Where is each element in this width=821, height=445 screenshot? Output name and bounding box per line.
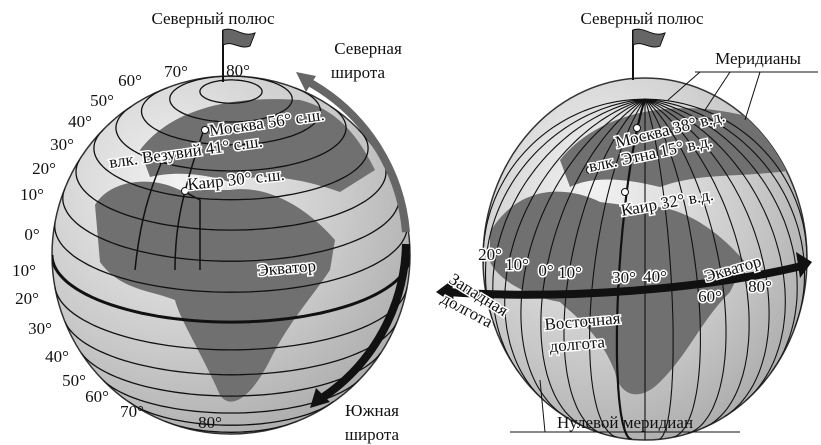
place-dots xyxy=(158,126,209,195)
grid-curve xyxy=(644,98,798,373)
grid-curve xyxy=(520,98,646,417)
grid-curve xyxy=(644,99,674,440)
lat-label: 50° xyxy=(90,91,114,110)
lon-label: 10° xyxy=(505,255,529,274)
grid-curve xyxy=(644,98,806,328)
lat-label: 40° xyxy=(68,112,92,131)
longitude-labels: 20° 10° 0° 10° 30° 40° 60° 80° xyxy=(477,244,774,308)
grid-curve xyxy=(169,76,293,123)
place-dots xyxy=(586,124,641,196)
north-arc xyxy=(303,76,410,233)
grid-curve xyxy=(644,98,727,435)
flag xyxy=(222,28,256,48)
grid-curve xyxy=(644,98,701,438)
meridian-lines xyxy=(483,98,807,440)
label: широта xyxy=(345,425,400,444)
title: Северный полюс xyxy=(580,9,703,28)
lat-label: 80° xyxy=(226,61,250,80)
lon-label: 30° xyxy=(612,268,636,287)
arrowhead xyxy=(296,72,316,92)
lon-label: 60° xyxy=(698,287,722,306)
lat-label: 20° xyxy=(15,289,39,308)
grid-curve xyxy=(644,98,786,402)
arrowhead xyxy=(310,388,330,408)
lon-label: 0° xyxy=(538,261,553,280)
grid-curve xyxy=(504,98,646,402)
grid-curve xyxy=(54,222,408,293)
arrowhead xyxy=(796,252,812,278)
grid-curve xyxy=(54,287,408,351)
label: Северная xyxy=(334,39,402,58)
lon-label: 10° xyxy=(558,263,582,282)
lat-label: 50° xyxy=(62,371,86,390)
grid-curve xyxy=(644,98,770,417)
south-arc xyxy=(319,243,410,402)
equator-band xyxy=(447,262,803,299)
lat-label: 20° xyxy=(32,159,56,178)
lat-label: 30° xyxy=(50,135,74,154)
label: широта xyxy=(331,63,386,82)
grid-curve xyxy=(62,188,400,262)
latitude-labels: 0° 10° 20° 30° 40° 50° 60° 70° 80° 10° 2… xyxy=(12,61,250,432)
lat-label: 30° xyxy=(28,319,52,338)
grid-curve xyxy=(483,98,646,265)
grid-curve xyxy=(484,98,646,328)
grid-curve xyxy=(199,79,263,104)
grid-curve xyxy=(75,159,387,231)
grid-curve xyxy=(615,98,647,440)
lat-label: 60° xyxy=(85,387,109,406)
lat-label: 10° xyxy=(20,185,44,204)
lat-label: 70° xyxy=(120,402,144,421)
meridian-pointers xyxy=(510,71,818,433)
grid-curve xyxy=(140,86,322,146)
lon-label: 80° xyxy=(748,277,772,296)
latitude-lines xyxy=(52,76,410,433)
place-arrows xyxy=(134,131,204,271)
grid-curve xyxy=(644,98,807,265)
label: Южная xyxy=(345,401,399,420)
title: Северный полюс xyxy=(151,9,274,28)
flag xyxy=(632,28,666,48)
grid-curve xyxy=(492,98,646,373)
lat-label: 70° xyxy=(164,62,188,81)
grid-curve xyxy=(540,98,646,429)
lat-label: 80° xyxy=(198,413,222,432)
grid-curve xyxy=(64,321,398,376)
lat-label: 60° xyxy=(118,71,142,90)
lon-label: 40° xyxy=(643,267,667,286)
grid-curve xyxy=(115,105,347,172)
arrowhead xyxy=(436,280,454,304)
lat-label: 0° xyxy=(24,225,39,244)
grid-curve xyxy=(164,420,298,433)
grid-curve xyxy=(563,98,646,435)
lat-label: 40° xyxy=(45,347,69,366)
grid-curve xyxy=(93,129,369,201)
lat-label: 10° xyxy=(12,261,36,280)
grid-curve xyxy=(128,401,334,426)
grid-curve xyxy=(52,254,410,324)
prime-meridian-label: Нулевой меридиан xyxy=(557,413,693,432)
label: Меридианы xyxy=(715,49,801,68)
lon-label: 20° xyxy=(478,245,502,264)
